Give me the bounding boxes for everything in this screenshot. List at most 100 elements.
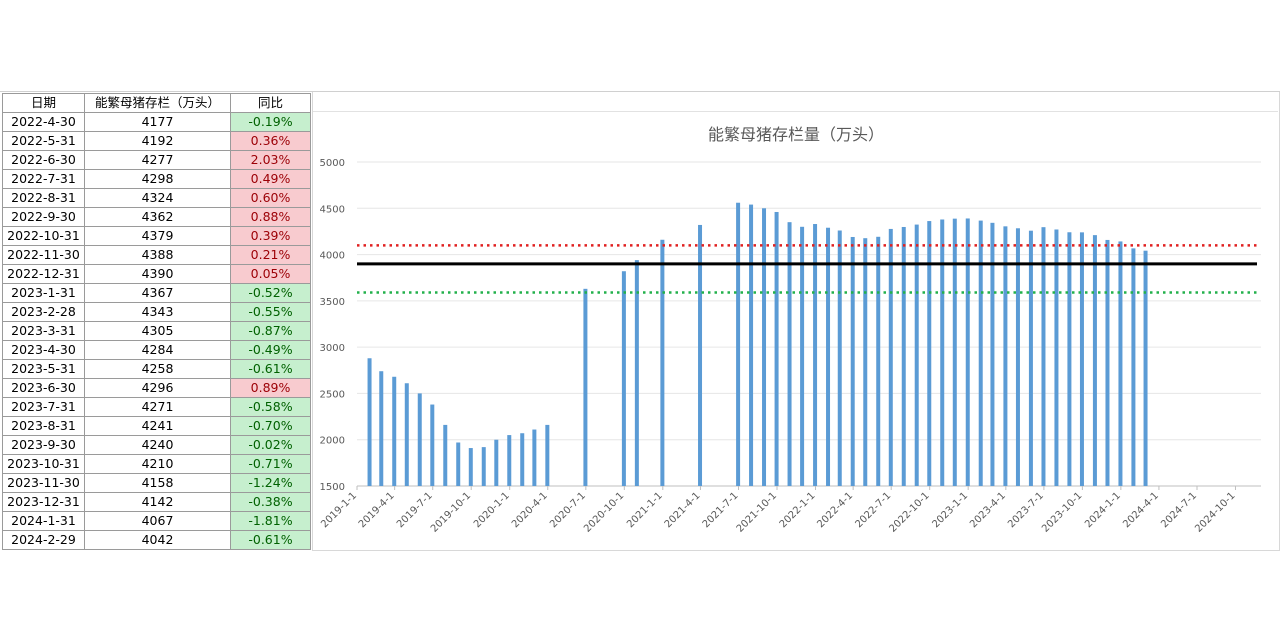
yoy-cell[interactable]: -0.38%	[230, 492, 311, 512]
bar	[1143, 250, 1148, 486]
x-tick-label: 2019-10-1	[429, 490, 473, 534]
x-tick-label: 2024-4-1	[1121, 490, 1161, 530]
date-cell[interactable]: 2022-9-30	[2, 207, 85, 227]
date-cell[interactable]: 2023-5-31	[2, 359, 85, 379]
y-tick-label: 4500	[320, 204, 345, 215]
bar	[914, 224, 919, 486]
inventory-cell[interactable]: 4192	[84, 131, 231, 151]
x-tick-label: 2021-7-1	[701, 490, 741, 530]
bar	[392, 376, 397, 486]
date-cell[interactable]: 2022-10-31	[2, 226, 85, 246]
date-cell[interactable]: 2024-1-31	[2, 511, 85, 531]
bar	[863, 238, 868, 486]
date-cell[interactable]: 2023-9-30	[2, 435, 85, 455]
inventory-cell[interactable]: 4258	[84, 359, 231, 379]
inventory-cell[interactable]: 4367	[84, 283, 231, 303]
x-tick-label: 2020-10-1	[582, 490, 626, 534]
header-inventory[interactable]: 能繁母猪存栏（万头）	[84, 93, 231, 113]
yoy-cell[interactable]: 0.49%	[230, 169, 311, 189]
yoy-cell[interactable]: -1.81%	[230, 511, 311, 531]
inventory-cell[interactable]: 4305	[84, 321, 231, 341]
date-cell[interactable]: 2022-8-31	[2, 188, 85, 208]
date-cell[interactable]: 2022-4-30	[2, 112, 85, 132]
bar	[545, 424, 550, 486]
bar	[850, 236, 855, 486]
table-row: 2022-6-30 4277 2.03%	[2, 150, 311, 170]
inventory-cell[interactable]: 4210	[84, 454, 231, 474]
inventory-cell[interactable]: 4241	[84, 416, 231, 436]
yoy-cell[interactable]: -0.70%	[230, 416, 311, 436]
yoy-cell[interactable]: 0.60%	[230, 188, 311, 208]
yoy-cell[interactable]: 0.36%	[230, 131, 311, 151]
inventory-cell[interactable]: 4067	[84, 511, 231, 531]
date-cell[interactable]: 2022-7-31	[2, 169, 85, 189]
bar	[762, 208, 767, 486]
inventory-cell[interactable]: 4296	[84, 378, 231, 398]
date-cell[interactable]: 2023-10-31	[2, 454, 85, 474]
inventory-cell[interactable]: 4177	[84, 112, 231, 132]
x-tick-label: 2020-7-1	[548, 490, 588, 530]
yoy-cell[interactable]: -0.61%	[230, 359, 311, 379]
yoy-cell[interactable]: -1.24%	[230, 473, 311, 493]
yoy-cell[interactable]: -0.87%	[230, 321, 311, 341]
bar	[443, 424, 448, 486]
yoy-cell[interactable]: -0.52%	[230, 283, 311, 303]
inventory-cell[interactable]: 4142	[84, 492, 231, 512]
inventory-cell[interactable]: 4388	[84, 245, 231, 265]
date-cell[interactable]: 2023-3-31	[2, 321, 85, 341]
inventory-cell[interactable]: 4277	[84, 150, 231, 170]
yoy-cell[interactable]: -0.19%	[230, 112, 311, 132]
header-yoy[interactable]: 同比	[230, 93, 311, 113]
table-row: 2023-12-31 4142 -0.38%	[2, 492, 311, 512]
inventory-cell[interactable]: 4042	[84, 530, 231, 550]
date-cell[interactable]: 2023-12-31	[2, 492, 85, 512]
chart-container[interactable]: 能繁母猪存栏量（万头） 1500 2000 2500 3000 3500 4000 4500 5…	[312, 92, 1280, 551]
yoy-cell[interactable]: 0.39%	[230, 226, 311, 246]
inventory-cell[interactable]: 4284	[84, 340, 231, 360]
inventory-cell[interactable]: 4362	[84, 207, 231, 227]
bar	[468, 448, 473, 486]
bar	[876, 236, 881, 486]
empty-header-cells	[312, 92, 1278, 112]
bar	[1054, 229, 1059, 487]
date-cell[interactable]: 2023-4-30	[2, 340, 85, 360]
table-row: 2023-1-31 4367 -0.52%	[2, 283, 311, 303]
yoy-cell[interactable]: 0.88%	[230, 207, 311, 227]
x-tick-label: 2023-1-1	[930, 490, 970, 530]
date-cell[interactable]: 2023-1-31	[2, 283, 85, 303]
yoy-cell[interactable]: -0.49%	[230, 340, 311, 360]
bar	[520, 433, 525, 486]
inventory-cell[interactable]: 4271	[84, 397, 231, 417]
inventory-cell[interactable]: 4379	[84, 226, 231, 246]
bar	[749, 204, 754, 486]
inventory-cell[interactable]: 4298	[84, 169, 231, 189]
header-date[interactable]: 日期	[2, 93, 85, 113]
inventory-cell[interactable]: 4324	[84, 188, 231, 208]
date-cell[interactable]: 2022-6-30	[2, 150, 85, 170]
yoy-cell[interactable]: -0.02%	[230, 435, 311, 455]
bar	[940, 219, 945, 486]
yoy-cell[interactable]: 2.03%	[230, 150, 311, 170]
yoy-cell[interactable]: -0.71%	[230, 454, 311, 474]
date-cell[interactable]: 2023-2-28	[2, 302, 85, 322]
inventory-cell[interactable]: 4343	[84, 302, 231, 322]
inventory-cell[interactable]: 4240	[84, 435, 231, 455]
date-cell[interactable]: 2023-11-30	[2, 473, 85, 493]
yoy-cell[interactable]: -0.58%	[230, 397, 311, 417]
bar	[1105, 239, 1110, 486]
inventory-cell[interactable]: 4158	[84, 473, 231, 493]
date-cell[interactable]: 2022-12-31	[2, 264, 85, 284]
date-cell[interactable]: 2023-6-30	[2, 378, 85, 398]
yoy-cell[interactable]: 0.05%	[230, 264, 311, 284]
date-cell[interactable]: 2023-8-31	[2, 416, 85, 436]
date-cell[interactable]: 2022-5-31	[2, 131, 85, 151]
bar	[507, 435, 512, 486]
yoy-cell[interactable]: -0.55%	[230, 302, 311, 322]
inventory-cell[interactable]: 4390	[84, 264, 231, 284]
date-cell[interactable]: 2023-7-31	[2, 397, 85, 417]
yoy-cell[interactable]: -0.61%	[230, 530, 311, 550]
date-cell[interactable]: 2024-2-29	[2, 530, 85, 550]
date-cell[interactable]: 2022-11-30	[2, 245, 85, 265]
yoy-cell[interactable]: 0.21%	[230, 245, 311, 265]
yoy-cell[interactable]: 0.89%	[230, 378, 311, 398]
